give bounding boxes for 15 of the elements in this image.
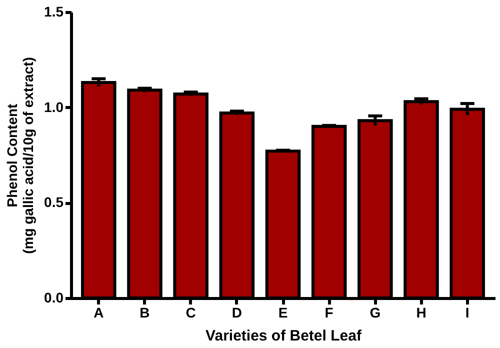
x-tick-label: D bbox=[232, 304, 242, 320]
y-tick-label: 0.0 bbox=[44, 290, 64, 306]
y-tick-label: 1.0 bbox=[44, 98, 64, 115]
y-tick-label: 0.5 bbox=[44, 194, 64, 210]
x-tick-label: E bbox=[278, 304, 288, 320]
x-tick-label: I bbox=[465, 304, 470, 320]
x-tick-label: C bbox=[186, 304, 196, 320]
y-tick-label: 1.5 bbox=[44, 4, 64, 20]
x-tick-label: H bbox=[416, 304, 426, 320]
x-tick-label: G bbox=[370, 304, 381, 320]
x-tick-label: F bbox=[324, 304, 334, 320]
y-axis-title: Phenol Content (mg gallic acid/10g of extract) bbox=[4, 57, 36, 254]
x-tick-label: B bbox=[140, 304, 150, 320]
x-tick-label: A bbox=[94, 304, 104, 320]
x-axis-title: Varieties of Betel Leaf bbox=[206, 328, 362, 344]
